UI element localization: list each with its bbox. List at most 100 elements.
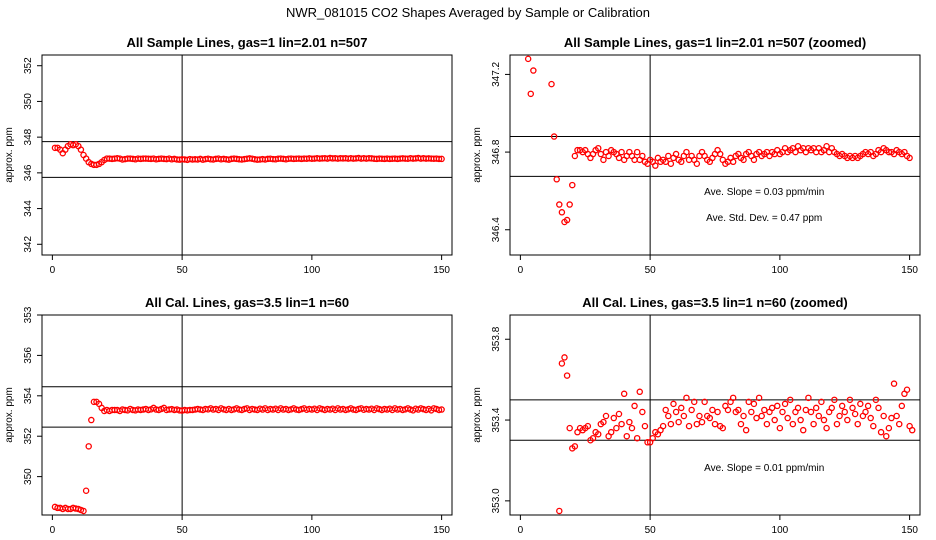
data-point: [618, 420, 625, 428]
data-point: [698, 418, 706, 426]
data-point: [594, 430, 602, 438]
y-tick-label: 347.2: [491, 61, 502, 86]
data-point: [750, 400, 758, 408]
data-point: [877, 428, 885, 436]
data-point: [776, 424, 784, 432]
data-point: [641, 422, 649, 430]
data-point: [753, 414, 760, 422]
data-point: [556, 201, 563, 208]
x-tick-label: 50: [177, 265, 189, 276]
annotation-text: Ave. Std. Dev. = 0.47 ppm: [706, 213, 822, 224]
data-point: [607, 428, 615, 436]
data-point: [763, 420, 771, 428]
chart-panel-3: All Cal. Lines, gas=3.5 lin=1 n=60 approx…: [4, 295, 453, 536]
data-point: [571, 443, 579, 450]
x-tick-label: 150: [901, 525, 918, 536]
data-point: [633, 148, 641, 156]
y-tick-label: 352: [23, 57, 34, 74]
data-point: [602, 412, 610, 420]
data-point: [438, 406, 445, 413]
data-point: [823, 424, 830, 432]
annotation-text: Ave. Slope = 0.03 ppm/min: [704, 187, 824, 198]
data-point: [898, 402, 906, 410]
data-series: [556, 354, 916, 515]
data-point: [685, 422, 693, 430]
data-point: [758, 412, 765, 420]
data-series: [524, 55, 913, 226]
data-point: [665, 412, 672, 420]
data-point: [527, 90, 535, 98]
data-point: [85, 443, 92, 450]
data-point: [662, 406, 669, 414]
data-point: [597, 150, 605, 158]
x-tick-label: 100: [304, 265, 321, 276]
chart-panel-4: All Cal. Lines, gas=3.5 lin=1 n=60 (zoom…: [472, 295, 921, 536]
data-point: [652, 162, 659, 169]
data-point: [618, 148, 625, 156]
data-point: [903, 386, 911, 393]
data-point: [908, 426, 916, 434]
y-tick-label: 348: [23, 128, 34, 145]
data-point: [696, 412, 703, 420]
data-point: [774, 402, 781, 410]
data-point: [77, 146, 85, 153]
data-point: [714, 408, 721, 416]
y-tick-label: 350: [23, 468, 34, 485]
data-point: [833, 420, 841, 428]
chart-panel-2: All Sample Lines, gas=1 lin=2.01 n=507 (…: [472, 35, 921, 276]
data-point: [888, 414, 895, 422]
data-point: [678, 404, 685, 412]
data-point: [550, 133, 558, 140]
y-tick-label: 352: [23, 427, 34, 444]
plot-frame: [509, 314, 921, 516]
data-point: [435, 406, 443, 414]
data-point: [566, 424, 573, 432]
plot-frame: [509, 54, 921, 256]
data-point: [799, 426, 807, 434]
data-point: [831, 396, 838, 404]
data-point: [872, 396, 880, 404]
panel-title: All Cal. Lines, gas=3.5 lin=1 n=60 (zoom…: [582, 295, 848, 310]
plot-frame: [41, 314, 453, 516]
x-tick-label: 0: [518, 525, 524, 536]
data-point: [711, 420, 719, 428]
panel-title: All Sample Lines, gas=1 lin=2.01 n=507: [127, 35, 368, 50]
data-point: [789, 420, 797, 428]
data-point: [864, 402, 872, 410]
data-point: [867, 414, 874, 422]
data-point: [145, 406, 152, 414]
y-tick-label: 342: [23, 236, 34, 253]
data-point: [620, 390, 628, 398]
data-point: [779, 408, 786, 416]
x-tick-label: 100: [772, 525, 789, 536]
data-point: [589, 434, 597, 442]
data-point: [613, 424, 620, 432]
data-point: [563, 216, 571, 224]
annotation-text: Ave. Slope = 0.01 ppm/min: [704, 463, 824, 474]
data-point: [820, 416, 828, 424]
data-point: [672, 408, 680, 416]
data-point: [750, 156, 758, 164]
x-tick-label: 0: [50, 525, 56, 536]
data-point: [792, 148, 799, 156]
figure-title: NWR_081015 CO2 Shapes Averaged by Sample…: [286, 5, 650, 20]
data-point: [659, 422, 667, 430]
data-point: [675, 418, 682, 426]
data-point: [893, 412, 900, 420]
data-point: [672, 150, 680, 158]
data-point: [82, 487, 90, 495]
data-point: [639, 152, 646, 160]
data-point: [818, 398, 825, 406]
data-point: [558, 209, 566, 216]
data-point: [667, 420, 675, 428]
data-point: [745, 398, 752, 406]
data-point: [563, 372, 571, 379]
data-point: [524, 55, 532, 63]
data-point: [615, 154, 623, 162]
data-point: [631, 402, 638, 410]
data-point: [857, 400, 864, 408]
data-point: [709, 406, 716, 414]
y-tick-label: 346: [23, 164, 34, 181]
y-axis-label: approx. ppm: [4, 127, 15, 183]
x-tick-label: 0: [518, 265, 524, 276]
